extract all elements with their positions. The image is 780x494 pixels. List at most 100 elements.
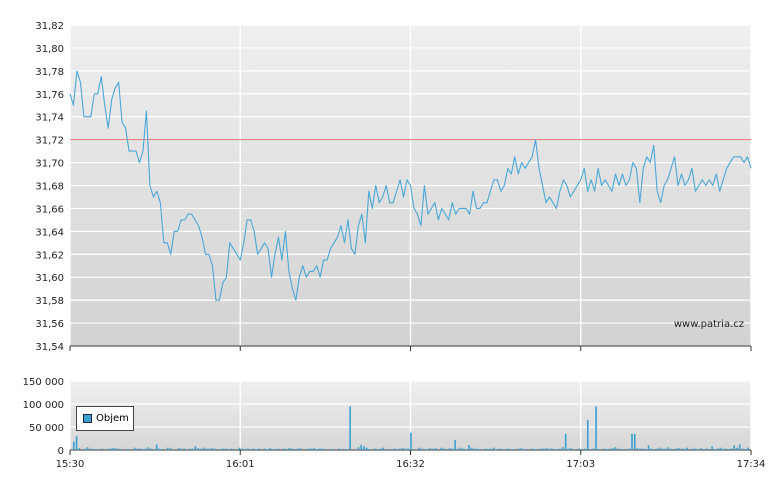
volume-bar — [595, 406, 597, 450]
volume-bar — [716, 448, 719, 450]
volume-bar — [189, 448, 191, 450]
volume-bar — [645, 449, 647, 450]
volume-bar — [202, 447, 205, 450]
volume-bar — [224, 448, 227, 450]
volume-bar — [147, 447, 150, 450]
volume-bar — [183, 448, 186, 450]
volume-series — [73, 406, 749, 450]
volume-bar — [462, 448, 465, 450]
volume-bar — [545, 448, 548, 450]
volume-bar — [548, 448, 550, 450]
volume-bar — [125, 449, 128, 450]
volume-bar — [316, 449, 318, 450]
volume-bar — [473, 448, 476, 450]
volume-bar — [487, 449, 490, 450]
volume-bar — [567, 448, 570, 450]
volume-bar — [457, 448, 459, 450]
x-tick-label: 17:03 — [566, 459, 595, 470]
volume-bar — [252, 448, 255, 450]
price-y-tick-label: 31,56 — [35, 319, 64, 330]
volume-bar — [385, 449, 387, 450]
price-y-tick-label: 31,76 — [35, 90, 64, 101]
volume-bar — [329, 449, 332, 450]
volume-bar — [589, 449, 592, 450]
volume-bar — [158, 448, 161, 450]
volume-bar — [719, 447, 722, 450]
volume-bar — [451, 448, 454, 450]
volume-bar — [526, 449, 528, 450]
volume-bar — [498, 448, 501, 450]
volume-bar — [288, 448, 291, 450]
volume-bar — [733, 445, 736, 450]
volume-bar — [294, 449, 296, 450]
volume-bar — [332, 449, 335, 450]
price-y-tick-label: 31,60 — [35, 273, 64, 284]
volume-bar — [153, 449, 155, 450]
volume-bar — [531, 448, 534, 450]
volume-bar — [667, 447, 669, 450]
volume-bar — [446, 449, 448, 450]
volume-bar — [89, 448, 92, 450]
volume-bar — [119, 449, 122, 450]
volume-bar — [249, 449, 252, 450]
volume-bar — [664, 448, 666, 450]
volume-bar — [412, 449, 415, 450]
volume-bar — [459, 447, 462, 450]
volume-bar — [407, 448, 409, 450]
volume-bar — [672, 449, 675, 450]
volume-bar — [238, 447, 241, 450]
volume-bar — [341, 449, 343, 450]
volume-bar — [318, 448, 321, 450]
volume-bar — [440, 447, 443, 450]
price-y-tick-label: 31,54 — [35, 342, 64, 353]
volume-bar — [200, 448, 202, 450]
volume-bar — [603, 448, 606, 450]
volume-bar — [703, 449, 705, 450]
volume-bar — [255, 449, 257, 450]
volume-bar — [556, 449, 559, 450]
volume-bar — [390, 449, 393, 450]
price-y-tick-label: 31,82 — [35, 21, 64, 32]
volume-bar — [299, 448, 302, 450]
volume-bar — [244, 449, 246, 450]
volume-bar — [269, 448, 271, 450]
volume-bar — [680, 448, 683, 450]
volume-bar — [512, 449, 514, 450]
volume-bar — [307, 448, 310, 450]
volume-bar — [227, 449, 230, 450]
volume-bar — [166, 447, 169, 450]
volume-bar — [136, 448, 139, 450]
volume-bar — [639, 448, 642, 450]
volume-bar — [520, 448, 523, 450]
volume-bar — [443, 448, 445, 450]
price-y-tick-label: 31,72 — [35, 136, 64, 147]
volume-bar — [421, 448, 423, 450]
volume-bar — [169, 448, 172, 450]
volume-bar — [727, 449, 730, 450]
volume-bar — [144, 448, 147, 450]
volume-bar — [653, 449, 655, 450]
volume-bar — [139, 448, 141, 450]
volume-bar — [476, 448, 479, 450]
volume-bar — [694, 448, 697, 450]
volume-bar — [211, 448, 213, 450]
volume-bar — [285, 449, 288, 450]
volume-bar — [86, 447, 89, 450]
volume-bar — [700, 448, 702, 450]
volume-bar — [470, 447, 473, 450]
volume-bar — [636, 448, 639, 450]
volume-bar — [108, 448, 111, 450]
volume-bar — [658, 447, 661, 450]
price-line — [69, 70, 752, 301]
volume-bar — [382, 447, 385, 450]
volume-bar — [683, 448, 686, 450]
volume-bar — [376, 449, 379, 450]
volume-bar — [429, 448, 432, 450]
volume-bar — [266, 449, 269, 450]
volume-bar — [396, 449, 398, 450]
volume-bar — [92, 449, 94, 450]
volume-y-tick-label: 150 000 — [23, 377, 64, 388]
volume-bar — [401, 448, 404, 450]
price-y-tick-label: 31,80 — [35, 44, 64, 55]
volume-bar — [241, 448, 244, 450]
